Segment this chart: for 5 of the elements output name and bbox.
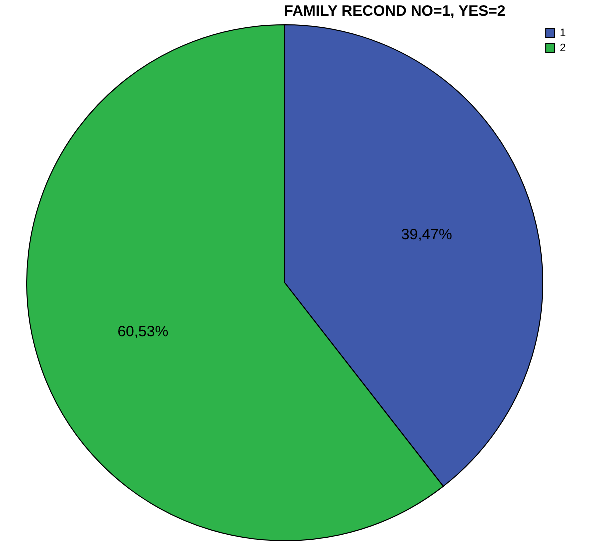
chart-title: FAMILY RECOND NO=1, YES=2 (284, 3, 506, 20)
legend-label: 2 (560, 42, 566, 54)
data-label: 60,53% (118, 324, 169, 341)
data-label: 39,47% (401, 226, 452, 244)
legend-label: 1 (560, 28, 566, 40)
